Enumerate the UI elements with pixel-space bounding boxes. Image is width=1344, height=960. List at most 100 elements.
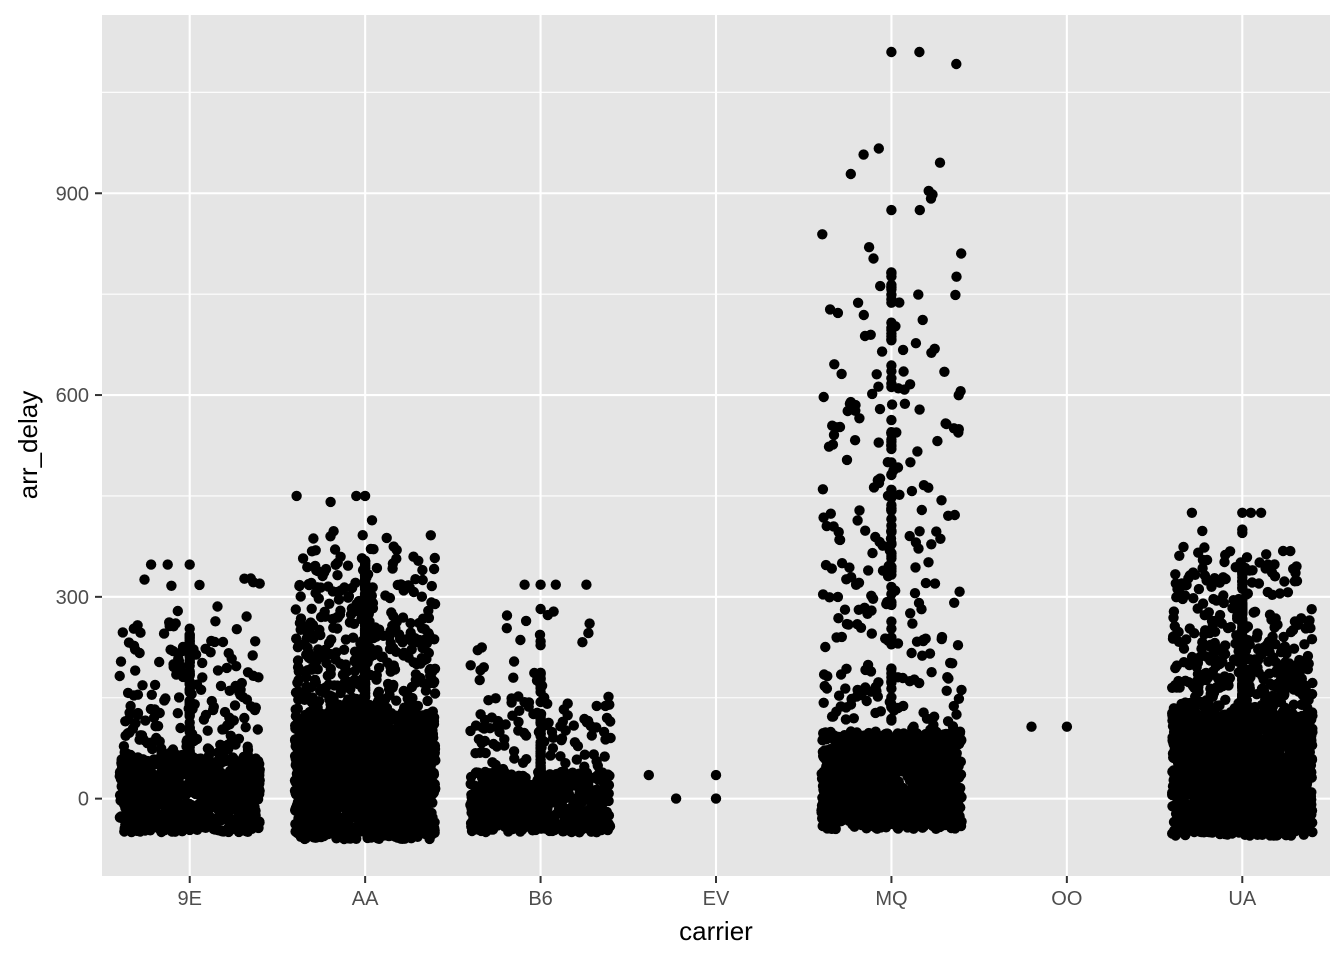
data-point [315,685,326,697]
data-point [193,777,204,788]
data-point [417,564,428,576]
data-point [926,539,937,550]
data-point [955,386,966,397]
data-point [167,645,179,657]
data-point [349,674,360,685]
data-point [404,582,415,593]
data-point [184,684,195,695]
data-point [557,826,568,837]
data-point [208,701,219,713]
data-point [332,623,343,634]
data-point [359,677,371,688]
data-point [393,756,404,768]
data-point [388,778,399,789]
data-point [479,735,491,747]
data-point [474,674,485,686]
data-point [294,818,305,829]
data-point [605,716,616,727]
data-point [313,771,324,782]
data-point [225,730,236,741]
data-point [319,567,330,578]
data-point [568,720,579,731]
data-point [517,772,528,784]
data-point [293,802,304,813]
data-point [386,607,397,618]
data-point [592,770,603,781]
data-point [403,721,415,732]
data-point [383,684,395,695]
data-point [581,767,593,778]
data-point [560,792,571,803]
data-point [141,770,152,782]
data-point [956,684,967,696]
data-point [336,721,347,732]
data-point [905,457,916,468]
data-point [876,346,888,357]
data-point [295,761,306,772]
data-point [154,656,165,668]
data-point [501,623,512,634]
data-point [861,695,872,707]
data-point [956,248,967,259]
data-point [313,754,324,766]
data-point [293,675,304,686]
data-point [818,391,829,403]
data-point [359,636,371,647]
data-point [823,441,835,452]
data-point [295,613,307,624]
data-point [221,662,232,674]
data-point [242,744,254,756]
data-point [322,708,333,719]
data-point [929,578,941,589]
data-point [172,708,183,719]
data-point [209,819,220,831]
data-point [421,638,433,649]
data-point [836,368,847,380]
data-point [582,788,593,799]
data-point [479,786,490,798]
data-point [854,505,865,516]
data-point [307,761,318,772]
data-point [229,700,241,711]
data-point [146,689,157,700]
data-point [429,552,440,564]
data-point [470,720,482,731]
data-point [916,504,927,516]
data-point [866,605,877,616]
data-point [325,531,336,542]
data-point [550,776,562,787]
data-point [308,724,319,736]
data-point [913,543,924,554]
data-point [832,591,844,603]
data-point [126,751,137,762]
data-point [328,721,339,732]
data-point [342,560,354,571]
data-point [121,775,132,786]
data-point [356,816,367,827]
data-point [206,635,217,647]
data-point [246,823,258,834]
data-point [306,746,317,758]
data-point [870,531,881,543]
data-point [151,732,162,744]
data-point [346,582,358,594]
data-point [523,701,534,712]
data-point [951,271,962,282]
data-point [124,727,135,738]
data-point [487,819,499,831]
data-point [166,580,177,591]
data-point [212,601,223,612]
data-point [395,723,406,734]
data-point [308,533,319,544]
data-point [560,758,571,769]
data-point [134,647,145,659]
data-point [584,618,595,629]
data-point [423,612,435,624]
data-point [577,637,588,648]
data-point [876,780,888,791]
data-point [206,802,217,813]
data-point [894,297,905,308]
data-point [841,454,853,466]
data-point [401,738,412,749]
data-point [299,625,311,636]
